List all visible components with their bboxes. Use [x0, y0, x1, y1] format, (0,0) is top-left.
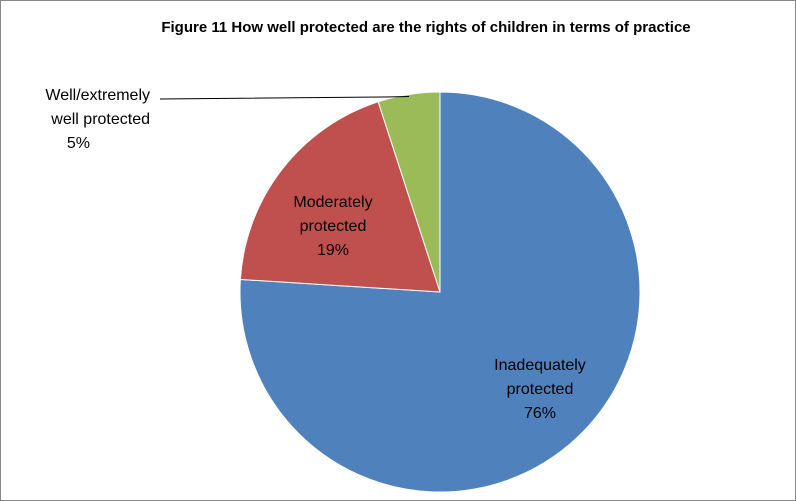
chart-title: Figure 11 How well protected are the rig… — [161, 19, 691, 36]
data-label-moderately-protected: Moderately protected 19% — [293, 194, 372, 259]
data-label-inadequately-protected: Inadequately protected 76% — [494, 357, 586, 422]
leader-line-well-protected — [159, 95, 410, 100]
pie-slice-well-protected — [377, 91, 441, 293]
data-label-well-protected: Well/extremely well protected 5% — [45, 87, 150, 152]
pie-slice-moderately-protected — [239, 101, 441, 293]
